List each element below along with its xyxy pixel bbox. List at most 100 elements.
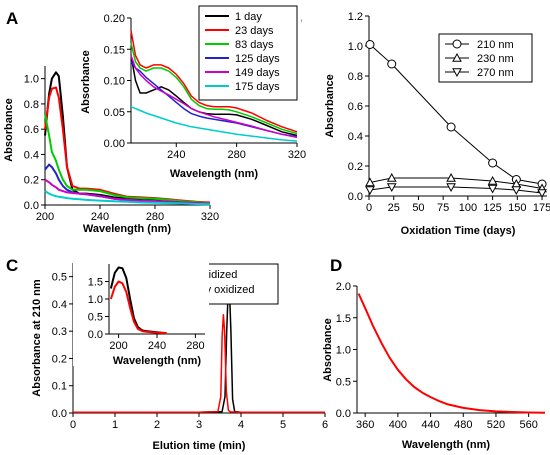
b-x-tick-label: 150: [508, 202, 526, 214]
a-inset-legend-label: 1 day: [235, 11, 262, 23]
panel-c-inset-plot: 200 240 280 0.0 0.5 1.0 1.5 Wavelength (nm): [73, 256, 209, 367]
a-main-series-line-2: [44, 113, 211, 205]
c-main-x-tick-label: 1: [112, 419, 118, 431]
c-inset-y-tick-label: 1.5: [88, 277, 103, 289]
a-inset-x-tick-label: 240: [167, 149, 185, 161]
b-data-point: [487, 184, 498, 194]
a-inset-y-tick-label: 0.10: [104, 76, 125, 88]
a-inset-legend-label: 149 days: [235, 67, 280, 79]
b-legend-marker: [452, 68, 462, 78]
panel-label-a: A: [6, 9, 18, 28]
b-data-point: [365, 40, 375, 49]
b-data-point: [446, 172, 456, 182]
d-y-tick-label: 1.5: [336, 313, 351, 325]
c-main-x-tick-label: 0: [70, 419, 76, 431]
b-data-point: [537, 189, 547, 199]
c-inset-x-tick-label: 280: [186, 340, 204, 352]
d-x-tick-label: 560: [519, 419, 537, 431]
c-main-y-tick-label: 0.4: [52, 299, 67, 311]
a-inset-series-line-1: [130, 30, 298, 133]
b-x-axis-label: Oxidation Time (days): [401, 225, 516, 237]
c-main-y-tick-label: 0.3: [52, 326, 67, 338]
c-main-y-axis-label: Absorbance at 210 nm: [31, 279, 43, 397]
a-inset-y-axis-label: Absorbance: [80, 50, 92, 114]
b-y-tick-label: 1.2: [348, 11, 363, 23]
c-inset-y-tick-label: 1.0: [88, 294, 103, 306]
c-inset-x-tick-label: 240: [148, 340, 166, 352]
b-x-tick-label: 50: [412, 202, 424, 214]
b-series-line-1: [369, 177, 543, 189]
d-y-tick-label: 0.5: [336, 376, 351, 388]
c-main-y-tick-label: 0.0: [52, 408, 67, 420]
d-x-tick-label: 360: [356, 419, 374, 431]
c-main-y-tick-label: 0.2: [52, 353, 67, 365]
b-data-point: [446, 122, 456, 132]
b-data-point: [446, 183, 456, 193]
panel-b-plot: 0 25 50 75 100 125 150 175 0.0 0.2 0.4 0.6 0.8 1.0 1.2…: [324, 11, 550, 237]
c-inset-x-tick-label: 200: [109, 340, 127, 352]
a-inset-series-line-2: [130, 42, 298, 135]
b-x-tick-label: 125: [483, 202, 501, 214]
a-inset-y-tick-label: 0.05: [104, 107, 125, 119]
a-inset-legend-label: 83 days: [235, 39, 274, 51]
a-inset-y-tick-label: 0.15: [104, 44, 125, 56]
d-x-tick-label: 440: [421, 419, 439, 431]
a-main-x-tick-label: 280: [146, 211, 164, 223]
d-x-tick-label: 480: [454, 419, 472, 431]
d-series-line-0: [357, 293, 546, 414]
c-main-x-tick-label: 3: [196, 419, 202, 431]
b-legend-label: 270 nm: [477, 67, 514, 79]
a-inset-legend-box: [198, 5, 298, 101]
a-inset-series-line-5: [130, 106, 298, 142]
c-main-x-tick-label: 4: [238, 419, 244, 431]
b-legend-marker: [452, 39, 462, 49]
c-main-x-tick-label: 2: [154, 419, 160, 431]
d-y-axis-label: Absorbance: [322, 318, 334, 382]
a-main-y-tick-label: 0.6: [24, 124, 39, 136]
b-x-tick-label: 100: [459, 202, 477, 214]
panel-d-plot: 360 400 440 480 520 560 0.0 0.5 1.0 1.5 2.0 Wavelen…: [322, 281, 546, 451]
c-main-series-line-1: [73, 314, 325, 413]
a-inset-legend-label: 175 days: [235, 81, 280, 93]
a-inset-legend-label: 125 days: [235, 53, 280, 65]
b-data-point: [387, 59, 397, 69]
b-y-tick-label: 1.0: [348, 41, 363, 53]
c-main-x-tick-label: 5: [280, 419, 286, 431]
a-main-x-tick-label: 320: [201, 211, 219, 223]
panel-label-c: C: [6, 256, 18, 275]
b-x-tick-label: 175: [533, 202, 550, 214]
d-x-tick-label: 520: [487, 419, 505, 431]
d-y-tick-label: 1.0: [336, 345, 351, 357]
panel-a-main-plot: 200 240 280 320 0.0 0.2 0.4 0.6 0.8 1.0 Wavelength…: [3, 66, 219, 235]
b-data-point: [365, 186, 375, 196]
a-main-series-line-4: [44, 178, 211, 205]
c-main-x-axis-label: Elution time (min): [153, 440, 246, 452]
b-data-point: [487, 175, 498, 185]
d-y-tick-label: 0.0: [336, 408, 351, 420]
b-y-axis-label: Absorbance: [324, 74, 336, 138]
a-inset-x-tick-label: 320: [288, 149, 306, 161]
d-x-axis-label: Wavelength (nm): [402, 439, 491, 451]
b-data-point: [488, 158, 498, 168]
a-inset-legend-label: 23 days: [235, 25, 274, 37]
b-data-point: [386, 183, 397, 193]
b-data-point: [365, 177, 375, 187]
a-main-y-tick-label: 0.2: [24, 175, 39, 187]
b-x-tick-label: 25: [388, 202, 400, 214]
b-legend-label: 210 nm: [477, 39, 514, 51]
c-main-y-tick-label: 0.5: [52, 272, 67, 284]
panel-a-inset-plot: 240 280 320 0.00 0.05 0.10 0.15 0.20 Wavelength …: [80, 5, 306, 180]
d-x-tick-label: 400: [389, 419, 407, 431]
b-y-tick-label: 0.6: [348, 101, 363, 113]
a-main-y-tick-label: 1.0: [24, 74, 39, 86]
b-x-tick-label: 75: [437, 202, 449, 214]
a-main-x-tick-label: 240: [91, 211, 109, 223]
c-inset-y-tick-label: 0.5: [88, 312, 103, 324]
c-inset-series-line-1: [109, 280, 167, 335]
c-main-y-tick-label: 0.1: [52, 381, 67, 393]
a-inset-x-axis-label: Wavelength (nm): [170, 168, 259, 180]
b-legend-marker: [452, 52, 462, 62]
a-main-y-tick-label: 0.8: [24, 99, 39, 111]
a-inset-series-line-4: [130, 55, 298, 139]
